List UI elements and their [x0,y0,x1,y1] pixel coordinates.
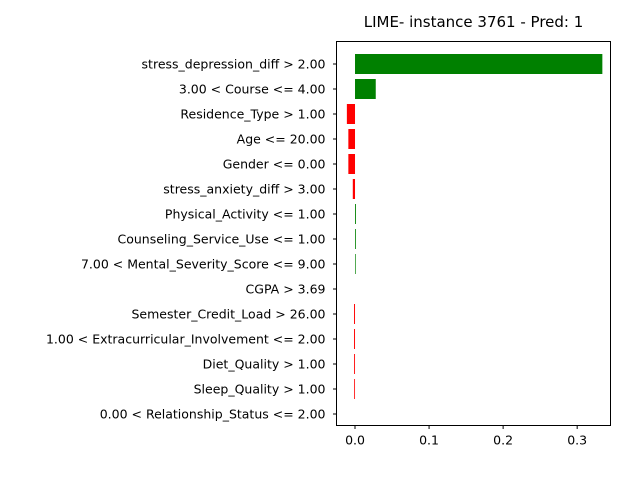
y-axis-ticks: stress_depression_diff > 2.00 3.00 < Cour… [46,57,337,422]
bar [355,54,603,74]
bar [348,129,356,149]
x-axis-ticks: 0.0 0.1 0.2 0.3 [345,425,587,448]
bar [354,329,356,349]
y-tick-label: 0.00 < Relationship_Status <= 2.00 [100,407,326,422]
y-tick-label: 3.00 < Course <= 4.00 [179,82,326,97]
x-tick-label: 0.0 [345,433,365,448]
x-tick-label: 0.3 [567,433,587,448]
y-tick-label: Diet_Quality > 1.00 [203,357,326,372]
bar [354,304,356,324]
bar [355,254,356,274]
bar [352,179,356,199]
y-tick-label: Age <= 20.00 [237,132,326,147]
bar [348,154,356,174]
bar [354,354,356,374]
y-tick-label: stress_anxiety_diff > 3.00 [163,182,325,197]
y-tick-label: Counseling_Service_Use <= 1.00 [117,232,325,247]
y-tick-label: Physical_Activity <= 1.00 [165,207,326,222]
x-tick-label: 0.2 [493,433,513,448]
y-tick-label: 1.00 < Extracurricular_Involvement <= 2.… [46,332,326,347]
x-tick-label: 0.1 [419,433,439,448]
y-tick-label: Semester_Credit_Load > 26.00 [131,307,325,322]
bar [354,379,356,399]
chart-title: LIME- instance 3761 - Pred: 1 [364,13,584,31]
bars-layer [346,54,603,399]
y-tick-label: Residence_Type > 1.00 [180,107,325,122]
bar [355,79,376,99]
y-tick-label: CGPA > 3.69 [246,282,326,297]
plot-frame [336,41,611,426]
y-tick-label: stress_depression_diff > 2.00 [142,57,326,72]
y-tick-label: Sleep_Quality > 1.00 [194,382,326,397]
bar [355,229,356,249]
bar [355,204,356,224]
y-tick-label: 7.00 < Mental_Severity_Score <= 9.00 [81,257,326,272]
bar [346,104,356,124]
y-tick-label: Gender <= 0.00 [223,157,326,172]
